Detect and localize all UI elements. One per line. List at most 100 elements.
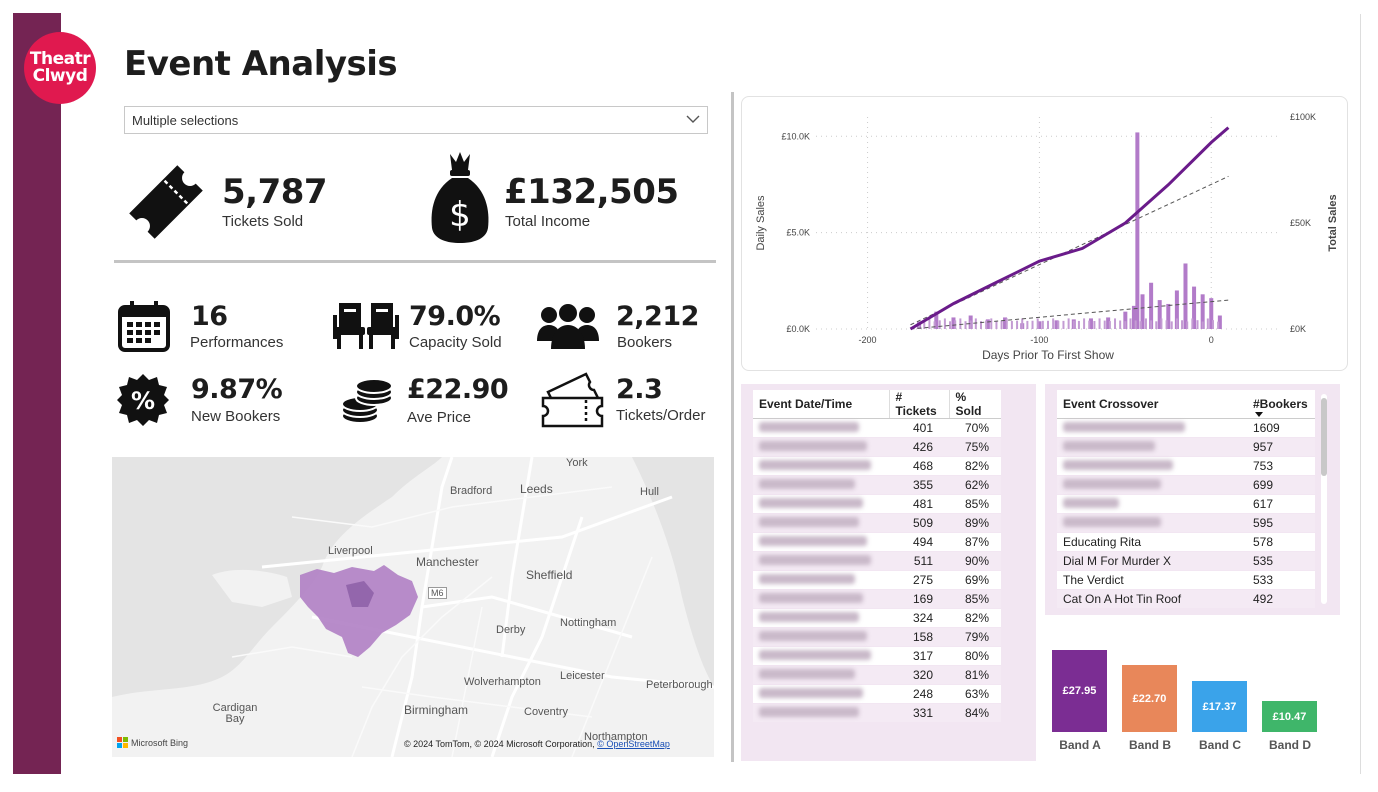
crossover-event-cell — [1057, 418, 1247, 438]
daily-sales-bar — [1005, 318, 1008, 329]
daily-sales-bar — [1119, 320, 1122, 329]
pct-sold-cell: 80% — [949, 646, 1001, 666]
table-row[interactable]: 509 89% — [753, 513, 1001, 533]
col-event-date[interactable]: Event Date/Time — [753, 390, 890, 419]
daily-sales-bar — [974, 318, 977, 329]
table-row[interactable]: 331 84% — [753, 703, 1001, 723]
bookers-label: Bookers — [617, 334, 673, 351]
band-bar[interactable]: £27.95 — [1052, 650, 1107, 732]
crossover-event-cell — [1057, 475, 1247, 495]
table-row[interactable]: 511 90% — [753, 551, 1001, 571]
table-row[interactable]: 324 82% — [753, 608, 1001, 628]
event-date-cell — [753, 437, 889, 457]
crossover-event-cell — [1057, 437, 1247, 457]
col-tickets[interactable]: # Tickets — [889, 390, 950, 419]
y2-tick-label: £100K — [1290, 112, 1316, 122]
daily-sales-bar — [1114, 318, 1117, 329]
table-row[interactable]: 158 79% — [753, 627, 1001, 647]
bookers-cell: 595 — [1247, 513, 1315, 533]
table-row[interactable]: 617 — [1057, 494, 1315, 514]
table-row[interactable]: 275 69% — [753, 570, 1001, 590]
daily-sales-bar — [1174, 290, 1179, 329]
daily-sales-bar — [985, 320, 988, 329]
calendar-icon — [118, 301, 170, 352]
daily-sales-bar — [1108, 321, 1111, 329]
col-bookers[interactable]: #Bookers — [1247, 390, 1315, 419]
event-date-cell — [753, 570, 889, 590]
daily-sales-bar — [1000, 320, 1003, 329]
table-row[interactable]: 248 63% — [753, 684, 1001, 704]
new-bookers-value: 9.87% — [191, 374, 283, 405]
daily-sales-bar — [1135, 132, 1140, 329]
daily-sales-bar — [1129, 318, 1132, 329]
table-row[interactable]: 595 — [1057, 513, 1315, 533]
pct-sold-cell: 85% — [949, 494, 1001, 514]
map[interactable]: York Bradford Leeds Hull Liverpool Manch… — [112, 457, 714, 757]
daily-sales-bar — [1165, 320, 1168, 329]
event-table-card: Event Date/Time # Tickets % Sold 401 70% 4… — [741, 384, 1036, 761]
table-row[interactable]: 320 81% — [753, 665, 1001, 685]
band-bar[interactable]: £10.47 — [1262, 701, 1317, 732]
bookers-cell: 535 — [1247, 551, 1315, 571]
table-row[interactable]: Cat On A Hot Tin Roof 492 — [1057, 589, 1315, 609]
table-row[interactable]: The Verdict 533 — [1057, 570, 1315, 590]
daily-sales-bar — [1181, 320, 1184, 329]
event-slicer[interactable]: Multiple selections — [124, 106, 708, 134]
map-label-hull: Hull — [640, 486, 659, 498]
y-tick-label: £10.0K — [781, 131, 810, 141]
crossover-table-card: Event Crossover #Bookers 1609 957 753 699 61… — [1045, 384, 1340, 615]
daily-sales-bar — [1054, 320, 1059, 329]
table-row[interactable]: 481 85% — [753, 494, 1001, 514]
table-row[interactable]: 494 87% — [753, 532, 1001, 552]
table-row[interactable]: 317 80% — [753, 646, 1001, 666]
event-date-cell — [753, 589, 889, 609]
daily-sales-bar — [1201, 321, 1204, 329]
map-canvas — [112, 457, 714, 757]
tickets-cell: 169 — [889, 589, 949, 609]
daily-sales-bar — [943, 318, 946, 329]
daily-sales-bar — [1098, 318, 1101, 329]
crossover-scrollbar-track[interactable] — [1321, 394, 1327, 604]
y-tick-label: £0.0K — [786, 324, 810, 334]
daily-sales-bar — [1196, 320, 1199, 329]
daily-sales-bar — [1134, 320, 1137, 329]
table-row[interactable]: Dial M For Murder X 535 — [1057, 551, 1315, 571]
pct-sold-cell: 79% — [949, 627, 1001, 647]
crossover-scrollbar-thumb[interactable] — [1321, 398, 1327, 476]
map-label-coventry: Coventry — [524, 706, 569, 718]
table-row[interactable]: 355 62% — [753, 475, 1001, 495]
microsoft-logo-icon — [117, 737, 128, 748]
map-label-bradford: Bradford — [450, 485, 493, 497]
table-row[interactable]: 468 82% — [753, 456, 1001, 476]
tickets-cell: 275 — [889, 570, 949, 590]
map-label-peterborough: Peterborough — [646, 679, 713, 691]
osm-link[interactable]: © OpenStreetMap — [597, 739, 670, 749]
table-row[interactable]: 957 — [1057, 437, 1315, 457]
band-label: Band C — [1199, 738, 1241, 752]
daily-sales-bar — [1217, 315, 1222, 329]
daily-sales-bar — [1077, 320, 1080, 329]
event-date-cell — [753, 475, 889, 495]
col-pct-sold[interactable]: % Sold — [949, 390, 1001, 419]
table-row[interactable]: 1609 — [1057, 418, 1315, 438]
map-label-northampton: Northampton — [584, 731, 648, 743]
band-bar[interactable]: £17.37 — [1192, 681, 1247, 732]
table-row[interactable]: 401 70% — [753, 418, 1001, 438]
y2-axis-title: Total Sales — [1327, 194, 1339, 251]
band-bar[interactable]: £22.70 — [1122, 665, 1177, 732]
daily-sales-bar — [1103, 320, 1106, 329]
table-row[interactable]: Educating Rita 578 — [1057, 532, 1315, 552]
daily-sales-bar — [1166, 303, 1171, 329]
sales-chart[interactable]: £0.0K £5.0K £10.0K £0K £50K £100K -200 -100 0 Day… — [742, 97, 1347, 370]
table-row[interactable]: 753 — [1057, 456, 1315, 476]
table-row[interactable]: 426 75% — [753, 437, 1001, 457]
col-event-crossover[interactable]: Event Crossover — [1057, 390, 1247, 419]
table-row[interactable]: 699 — [1057, 475, 1315, 495]
band-label: Band B — [1129, 738, 1171, 752]
table-row[interactable]: 169 85% — [753, 589, 1001, 609]
daily-sales-bar — [1036, 318, 1039, 329]
daily-sales-bar — [1139, 321, 1142, 329]
daily-sales-bar — [1123, 311, 1128, 329]
daily-sales-bar — [1131, 305, 1136, 329]
y2-tick-label: £0K — [1290, 324, 1306, 334]
